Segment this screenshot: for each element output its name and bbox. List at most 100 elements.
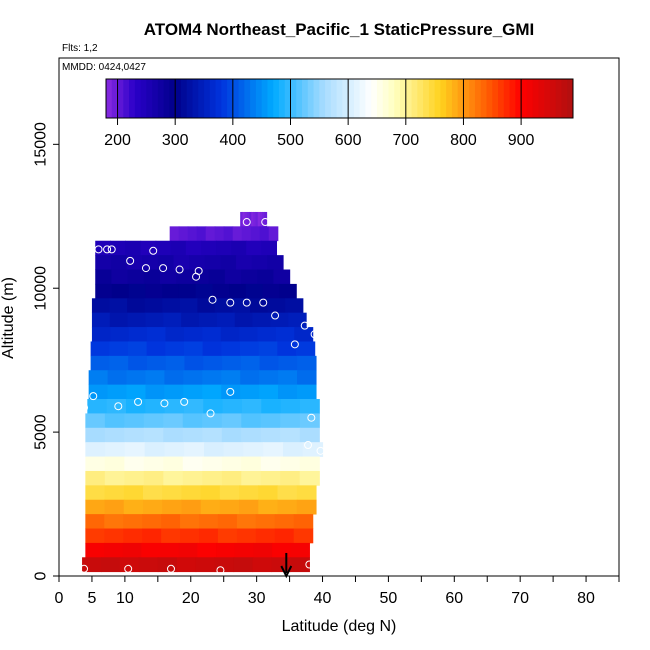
data-cell [260,427,281,443]
data-cell [236,255,253,270]
data-cell [244,211,248,227]
data-cell [163,312,182,328]
data-cell [203,399,224,414]
data-cell [202,427,223,443]
data-cell [127,298,146,314]
colorbar: 200 300 400 500 600 700 800 900 [104,78,574,149]
data-cell [88,384,109,400]
data-cell [288,312,307,328]
colorbar-tick-label: 800 [450,132,477,149]
colorbar-segment [261,79,268,118]
colorbar-segment [307,79,315,118]
colorbar-segment [319,79,326,118]
x-tick-label: 0 [55,590,64,607]
data-cell [223,226,234,242]
data-cell [219,485,240,501]
data-cell [257,327,277,342]
data-cell [203,355,223,371]
data-point [94,245,103,254]
data-cell [126,370,147,386]
data-cell [87,399,108,414]
data-cell [107,384,128,400]
colorbar-segment [411,79,418,118]
data-cell [220,327,240,342]
data-point [114,402,123,411]
x-axis: 0 5 10 20 30 40 50 60 70 80 [55,576,620,607]
data-cell [178,226,189,242]
data-cell [239,499,259,515]
data-cell [277,485,298,501]
data-cell [146,341,166,357]
data-cell [280,470,301,486]
colorbar-segment [192,79,199,118]
data-cell [261,399,282,414]
data-cell [260,470,281,486]
data-cell [143,413,164,429]
data-cell [241,226,252,242]
data-cell [240,355,261,371]
data-cell [239,327,259,342]
data-point [134,397,143,406]
data-cell [239,485,259,501]
data-cell [95,283,113,299]
y-tick-label: 5000 [33,414,50,450]
data-cell [290,557,310,573]
colorbar-segment [186,79,193,118]
data-cell [88,370,109,386]
data-cell [104,427,125,443]
data-cell [110,240,127,256]
data-cell [196,226,207,242]
colorbar-segment [140,79,147,118]
data-cell [143,427,164,443]
colorbar-segment [503,79,511,118]
data-cell [242,211,246,227]
data-cell [161,528,181,544]
colorbar-segment [175,79,182,118]
data-cell [85,485,106,501]
colorbar-segment [561,79,568,118]
data-cell [199,312,218,328]
data-cell [257,211,261,227]
data-point [300,321,309,330]
colorbar-segment [480,79,488,118]
data-cell [221,470,242,486]
data-cell [299,399,320,414]
mmdd-label: MMDD: 0424,0427 [62,62,146,73]
data-cell [220,255,237,270]
data-cell [91,327,111,342]
colorbar-segment [123,79,130,118]
colorbar-segment [526,79,534,118]
data-cell [241,413,262,429]
data-cell [125,240,142,256]
data-cell [107,370,128,386]
data-cell [259,384,279,400]
data-cell [202,413,223,429]
data-cell [251,211,254,227]
data-cell [232,298,251,314]
x-tick-label: 60 [445,590,463,607]
data-cell [140,240,157,256]
data-cell [273,269,291,285]
colorbar-segment [371,79,378,118]
colorbar-segment [278,79,286,118]
colorbar-segment [521,79,528,118]
data-cell [104,542,124,558]
data-cell [199,528,219,544]
colorbar-segment [394,79,401,118]
data-cell [164,442,185,457]
data-cell [123,499,144,515]
data-cell [124,427,145,443]
colorbar-segment [342,79,349,118]
colorbar-segment [215,79,222,118]
data-cell [279,283,297,299]
data-cell [183,399,204,414]
colorbar-segment [106,79,113,118]
data-cell [195,557,216,573]
data-cell [104,456,125,472]
data-cell [184,442,205,457]
data-cell [299,427,320,443]
data-cell [163,456,184,472]
colorbar-segment [498,79,505,118]
data-cell [216,312,236,328]
colorbar-segment [359,79,366,118]
